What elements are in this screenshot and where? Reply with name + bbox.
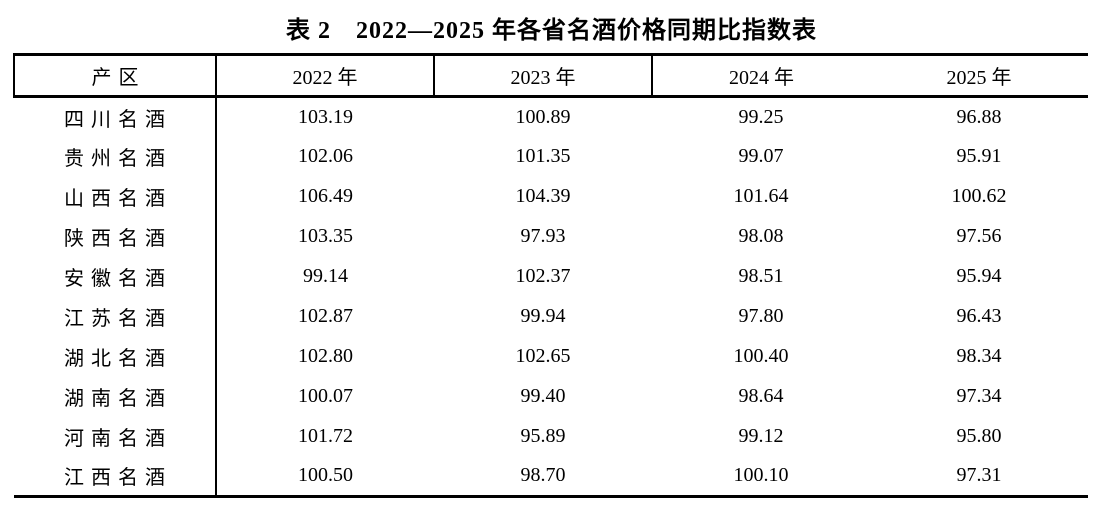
table-row: 江苏名酒 102.87 99.94 97.80 96.43 [14, 296, 1088, 337]
value-cell: 102.87 [298, 305, 353, 327]
value-cell: 101.72 [298, 425, 353, 447]
table-row: 河南名酒 101.72 95.89 99.12 95.80 [14, 416, 1088, 457]
region-cell: 四川名酒 [14, 96, 217, 137]
column-header-region: 产区 [13, 54, 217, 98]
value-cell: 97.93 [520, 225, 566, 247]
region-cell: 湖北名酒 [14, 336, 217, 377]
table-title: 表 2 2022—2025 年各省名酒价格同期比指数表 [286, 18, 817, 44]
value-cell: 103.35 [298, 225, 353, 247]
value-cell: 98.64 [738, 385, 784, 407]
value-cell: 102.65 [515, 345, 571, 367]
table-body: 四川名酒 103.19 100.89 99.25 96.88 贵州名酒 102.06 101.… [14, 96, 1088, 497]
value-cell: 100.50 [298, 464, 353, 487]
value-cell: 103.19 [298, 105, 353, 128]
value-cell: 95.80 [956, 425, 1002, 447]
region-cell: 江西名酒 [14, 456, 217, 497]
table-header-row: 产区 2022 年 2023 年 2024 年 2025 年 [13, 54, 1088, 98]
value-cell: 99.14 [303, 265, 348, 287]
value-cell: 98.51 [738, 265, 784, 287]
value-cell: 98.70 [520, 464, 566, 487]
region-cell: 山西名酒 [14, 176, 217, 217]
value-cell: 102.06 [298, 145, 353, 167]
value-cell: 100.40 [733, 345, 789, 367]
value-cell: 96.88 [956, 105, 1002, 128]
region-cell: 湖南名酒 [14, 376, 217, 417]
value-cell: 100.62 [951, 185, 1007, 207]
value-cell: 99.12 [738, 425, 784, 447]
table-row: 四川名酒 103.19 100.89 99.25 96.88 [14, 96, 1088, 137]
table-row: 陕西名酒 103.35 97.93 98.08 97.56 [14, 216, 1088, 257]
region-cell: 安徽名酒 [14, 256, 217, 297]
region-cell: 贵州名酒 [14, 136, 217, 177]
value-cell: 102.37 [515, 265, 571, 287]
value-cell: 97.31 [956, 464, 1002, 487]
value-cell: 99.94 [520, 305, 566, 327]
column-header-2024: 2024 年 [652, 54, 870, 98]
value-cell: 97.56 [956, 225, 1002, 247]
price-index-table: 产区 2022 年 2023 年 2024 年 2025 年 四川名酒 103.1… [13, 53, 1088, 498]
region-cell: 河南名酒 [14, 416, 217, 457]
value-cell: 95.94 [956, 265, 1002, 287]
value-cell: 106.49 [298, 185, 353, 207]
value-cell: 102.80 [298, 345, 353, 367]
value-cell: 100.07 [298, 385, 353, 407]
table-row: 贵州名酒 102.06 101.35 99.07 95.91 [14, 136, 1088, 177]
value-cell: 99.25 [738, 105, 784, 128]
value-cell: 97.34 [956, 385, 1002, 407]
value-cell: 100.10 [733, 464, 789, 487]
value-cell: 99.07 [738, 145, 784, 167]
value-cell: 100.89 [515, 105, 571, 128]
table-row: 山西名酒 106.49 104.39 101.64 100.62 [14, 176, 1088, 217]
value-cell: 97.80 [738, 305, 784, 327]
value-cell: 95.91 [956, 145, 1002, 167]
column-header-2025: 2025 年 [870, 54, 1088, 98]
value-cell: 101.64 [733, 185, 789, 207]
value-cell: 98.34 [956, 345, 1002, 367]
value-cell: 104.39 [515, 185, 571, 207]
table-row: 江西名酒 100.50 98.70 100.10 97.31 [14, 456, 1088, 497]
value-cell: 101.35 [515, 145, 571, 167]
value-cell: 98.08 [738, 225, 784, 247]
region-cell: 江苏名酒 [14, 296, 217, 337]
table-row: 安徽名酒 99.14 102.37 98.51 95.94 [14, 256, 1088, 297]
table-row: 湖北名酒 102.80 102.65 100.40 98.34 [14, 336, 1088, 377]
region-cell: 陕西名酒 [14, 216, 217, 257]
value-cell: 95.89 [520, 425, 566, 447]
value-cell: 96.43 [956, 305, 1002, 327]
table-row: 湖南名酒 100.07 99.40 98.64 97.34 [14, 376, 1088, 417]
value-cell: 99.40 [520, 385, 566, 407]
column-header-2022: 2022 年 [216, 54, 435, 98]
column-header-2023: 2023 年 [434, 54, 653, 98]
